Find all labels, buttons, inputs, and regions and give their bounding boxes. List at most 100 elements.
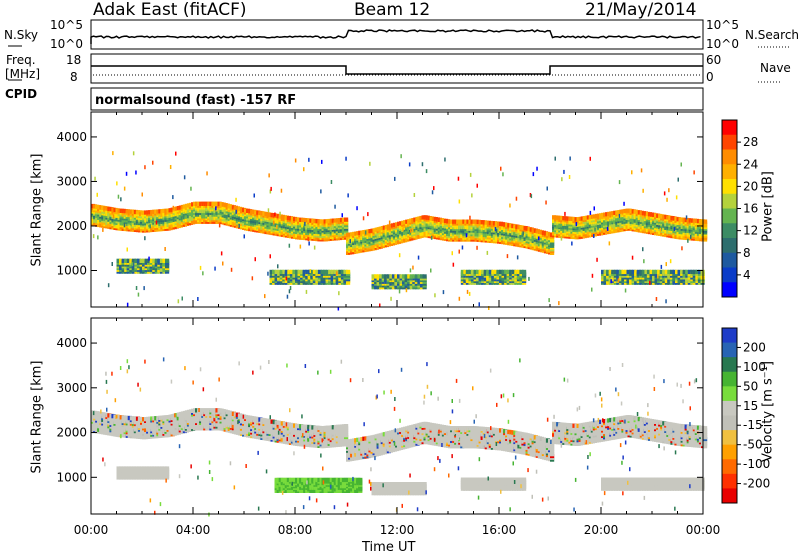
power-cell — [506, 269, 511, 275]
power-speckle — [172, 195, 174, 200]
power-speckle — [112, 151, 114, 156]
power-speckle — [177, 299, 180, 304]
power-cell — [325, 269, 330, 275]
power-cell — [626, 269, 631, 275]
power-cell — [205, 201, 210, 206]
power-speckle — [338, 291, 340, 296]
power-speckle — [594, 227, 596, 232]
power-speckle — [668, 188, 670, 193]
power-cell — [310, 269, 315, 275]
power-cell — [685, 269, 690, 275]
power-speckle — [405, 288, 408, 293]
power-speckle — [97, 235, 99, 240]
power-cell — [687, 269, 692, 275]
power-cell — [697, 269, 703, 275]
power-cell — [493, 269, 499, 275]
power-speckle — [610, 279, 612, 284]
power-speckle — [148, 256, 150, 261]
power-speckle — [564, 211, 566, 216]
power-speckle — [569, 156, 571, 161]
power-speckle — [308, 157, 310, 162]
power-speckle — [530, 194, 533, 199]
nave-tick-top: 60 — [706, 53, 722, 67]
power-speckle — [522, 231, 524, 236]
power-cell — [144, 258, 149, 263]
power-speckle — [649, 280, 651, 285]
power-speckle — [529, 193, 532, 197]
power-speckle — [181, 296, 183, 301]
power-cell — [402, 274, 407, 279]
power-speckle — [126, 247, 128, 252]
power-speckle — [471, 193, 473, 198]
power-cell — [229, 204, 234, 209]
power-cell — [142, 258, 147, 263]
power-cell — [672, 269, 677, 275]
power-cell — [272, 269, 277, 275]
power-speckle — [451, 251, 453, 256]
power-speckle — [341, 213, 343, 218]
nave-tick-bottom: 0 — [706, 70, 714, 84]
power-speckle — [677, 177, 679, 182]
power-speckle — [102, 227, 104, 232]
power-speckle — [591, 287, 593, 292]
power-cell — [295, 269, 300, 275]
power-cell — [582, 216, 587, 221]
power-speckle — [199, 265, 202, 270]
freq-unit-label: [MHz] — [5, 67, 41, 81]
power-cell — [389, 274, 394, 279]
power-speckle — [494, 227, 497, 231]
power-speckle — [640, 168, 643, 173]
power-speckle — [665, 262, 667, 267]
power-speckle — [410, 228, 412, 233]
power-speckle — [458, 296, 461, 301]
power-speckle — [112, 214, 115, 219]
nsky-tick-bottom: 10^0 — [50, 37, 83, 51]
power-speckle — [663, 191, 666, 196]
power-speckle — [442, 290, 445, 295]
power-cell — [476, 269, 481, 275]
freq-tick-top: 18 — [66, 53, 82, 67]
power-cell — [328, 269, 333, 275]
power-cell — [404, 274, 409, 279]
power-cell — [147, 258, 152, 263]
power-speckle — [495, 228, 498, 233]
power-speckle — [347, 193, 349, 198]
power-cell — [121, 258, 126, 263]
power-speckle — [488, 306, 490, 310]
power-cell — [657, 269, 662, 275]
power-cell — [522, 269, 527, 275]
power-cell — [624, 269, 629, 275]
cpid-label: CPID — [5, 87, 38, 101]
power-cell — [131, 258, 136, 263]
power-cell — [136, 258, 142, 263]
freq-label: Freq. — [6, 53, 36, 67]
power-speckle — [390, 296, 392, 301]
power-speckle — [276, 225, 278, 230]
power-speckle — [230, 267, 233, 272]
power-speckle — [264, 294, 266, 299]
power-speckle — [362, 216, 365, 221]
power-speckle — [631, 170, 633, 175]
power-speckle — [411, 228, 414, 232]
power-speckle — [596, 257, 598, 262]
power-speckle — [238, 223, 240, 228]
power-speckle — [412, 265, 414, 270]
power-cell — [386, 274, 391, 279]
power-speckle — [388, 220, 391, 225]
power-cell — [284, 269, 289, 275]
power-speckle — [693, 170, 695, 175]
power-cell — [690, 269, 695, 275]
power-speckle — [285, 276, 288, 281]
power-speckle — [665, 299, 667, 304]
power-speckle — [336, 271, 338, 276]
power-speckle — [571, 241, 573, 246]
power-cell — [658, 213, 663, 219]
power-cell — [154, 209, 159, 214]
power-speckle — [111, 262, 113, 266]
power-cell — [664, 269, 669, 275]
power-cell — [178, 205, 183, 210]
power-cell — [154, 258, 159, 263]
power-speckle — [267, 271, 269, 276]
power-speckle — [294, 158, 297, 163]
power-cell — [126, 258, 131, 263]
